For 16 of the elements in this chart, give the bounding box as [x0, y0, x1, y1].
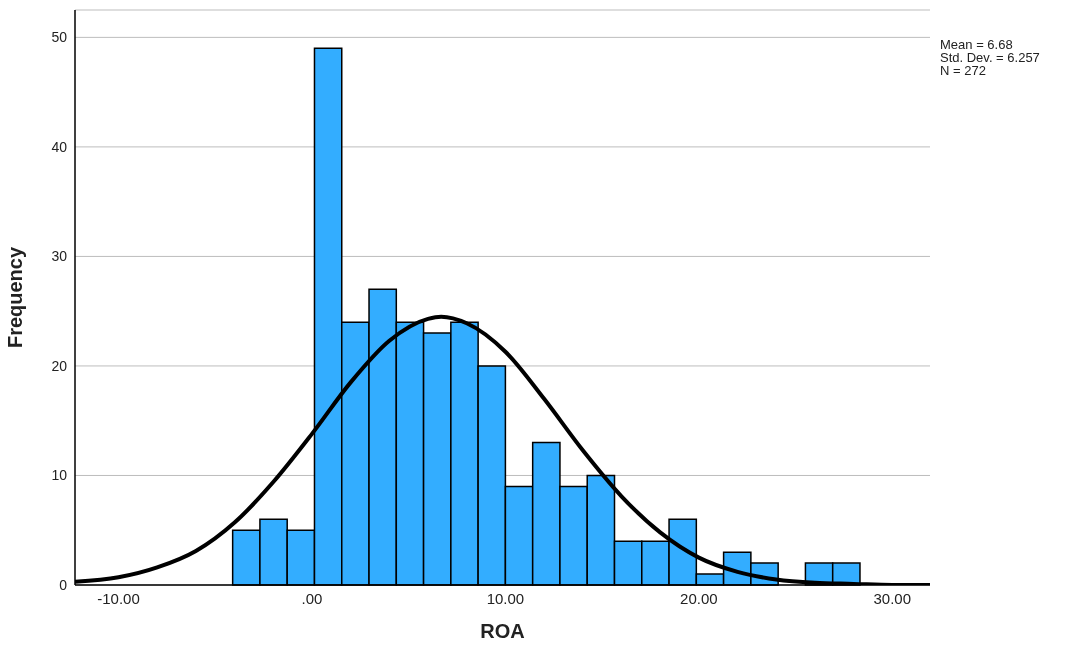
text: N = 272	[940, 63, 987, 78]
y-axis-title: Frequency	[4, 246, 27, 349]
text: Mean = 6.68	[940, 37, 1014, 52]
y-tick-label: 20	[51, 357, 68, 374]
x-tick-label: 30.00	[873, 589, 912, 607]
x-tick-label: 10.00	[486, 589, 525, 607]
x-tick-label: 20.00	[680, 589, 718, 607]
y-tick-label: 40	[51, 138, 68, 155]
y-tick-label: 50	[51, 29, 68, 46]
y-tick-label: 10	[51, 467, 68, 484]
text: Std. Dev. = 6.257	[940, 50, 1040, 65]
x-tick-label: -10.00	[97, 589, 140, 607]
y-tick-label: 0	[59, 576, 68, 593]
y-tick-label: 30	[51, 248, 68, 265]
x-tick-label: .00	[301, 589, 323, 607]
x-axis-title: ROA	[480, 620, 525, 642]
